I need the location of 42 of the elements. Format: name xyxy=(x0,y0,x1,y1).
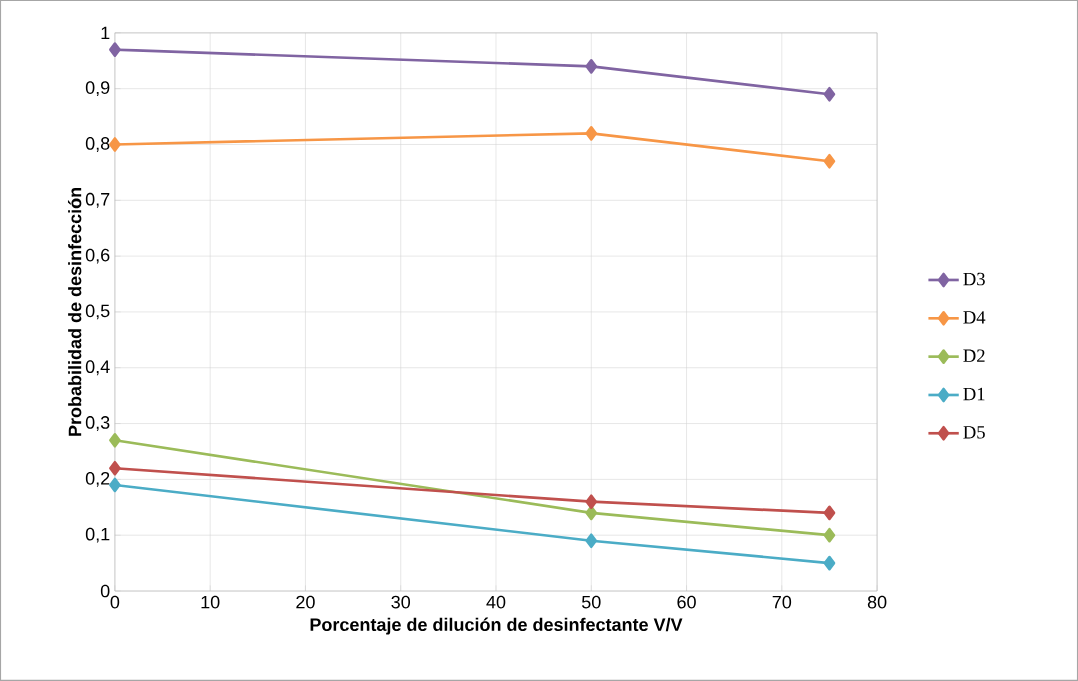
y-tick-label: 0,6 xyxy=(85,248,110,264)
legend-label: D5 xyxy=(963,426,985,439)
y-tick-label: 0,8 xyxy=(85,137,110,152)
point xyxy=(109,477,121,493)
y-tick-label: 0,1 xyxy=(85,527,110,543)
x-tick-label: 80 xyxy=(867,595,887,609)
y-axis-title: Probabilidad de desinfección xyxy=(67,188,82,436)
legend-label: D1 xyxy=(963,387,985,401)
x-tick-label: 20 xyxy=(296,595,315,609)
x-tick-label: 0 xyxy=(110,595,120,609)
x-tick-label: 70 xyxy=(772,595,792,609)
point xyxy=(109,42,121,57)
y-tick-label: 0 xyxy=(100,584,110,598)
y-tick-label: 0,3 xyxy=(85,416,110,432)
y-tick-label: 0,4 xyxy=(85,360,110,376)
point xyxy=(109,460,121,476)
point xyxy=(823,555,836,571)
y-tick-label: 0,7 xyxy=(85,192,110,208)
x-tick-label: 40 xyxy=(486,595,506,609)
point xyxy=(585,533,598,549)
point xyxy=(585,505,598,521)
y-tick-label: 0,2 xyxy=(85,471,110,487)
point xyxy=(109,433,121,448)
point xyxy=(823,153,836,169)
point xyxy=(109,137,121,152)
legend-label: D3 xyxy=(963,272,985,286)
x-axis-title: Porcentaje de dilución de desinfectante V/V xyxy=(310,617,683,635)
x-tick-label: 10 xyxy=(201,595,220,609)
x-tick-label: 60 xyxy=(677,595,696,609)
y-tick-label: 0,5 xyxy=(85,304,110,320)
point xyxy=(585,494,598,510)
x-tick-label: 50 xyxy=(581,595,601,609)
point xyxy=(823,505,836,521)
y-tick-label: 1 xyxy=(101,26,110,40)
legend-label: D4 xyxy=(963,311,986,324)
point xyxy=(585,59,598,74)
y-tick-label: 0,9 xyxy=(85,81,110,97)
point xyxy=(823,86,836,102)
point xyxy=(585,126,598,141)
x-tick-label: 30 xyxy=(391,595,411,609)
point xyxy=(823,527,836,543)
legend-label: D2 xyxy=(963,349,985,362)
